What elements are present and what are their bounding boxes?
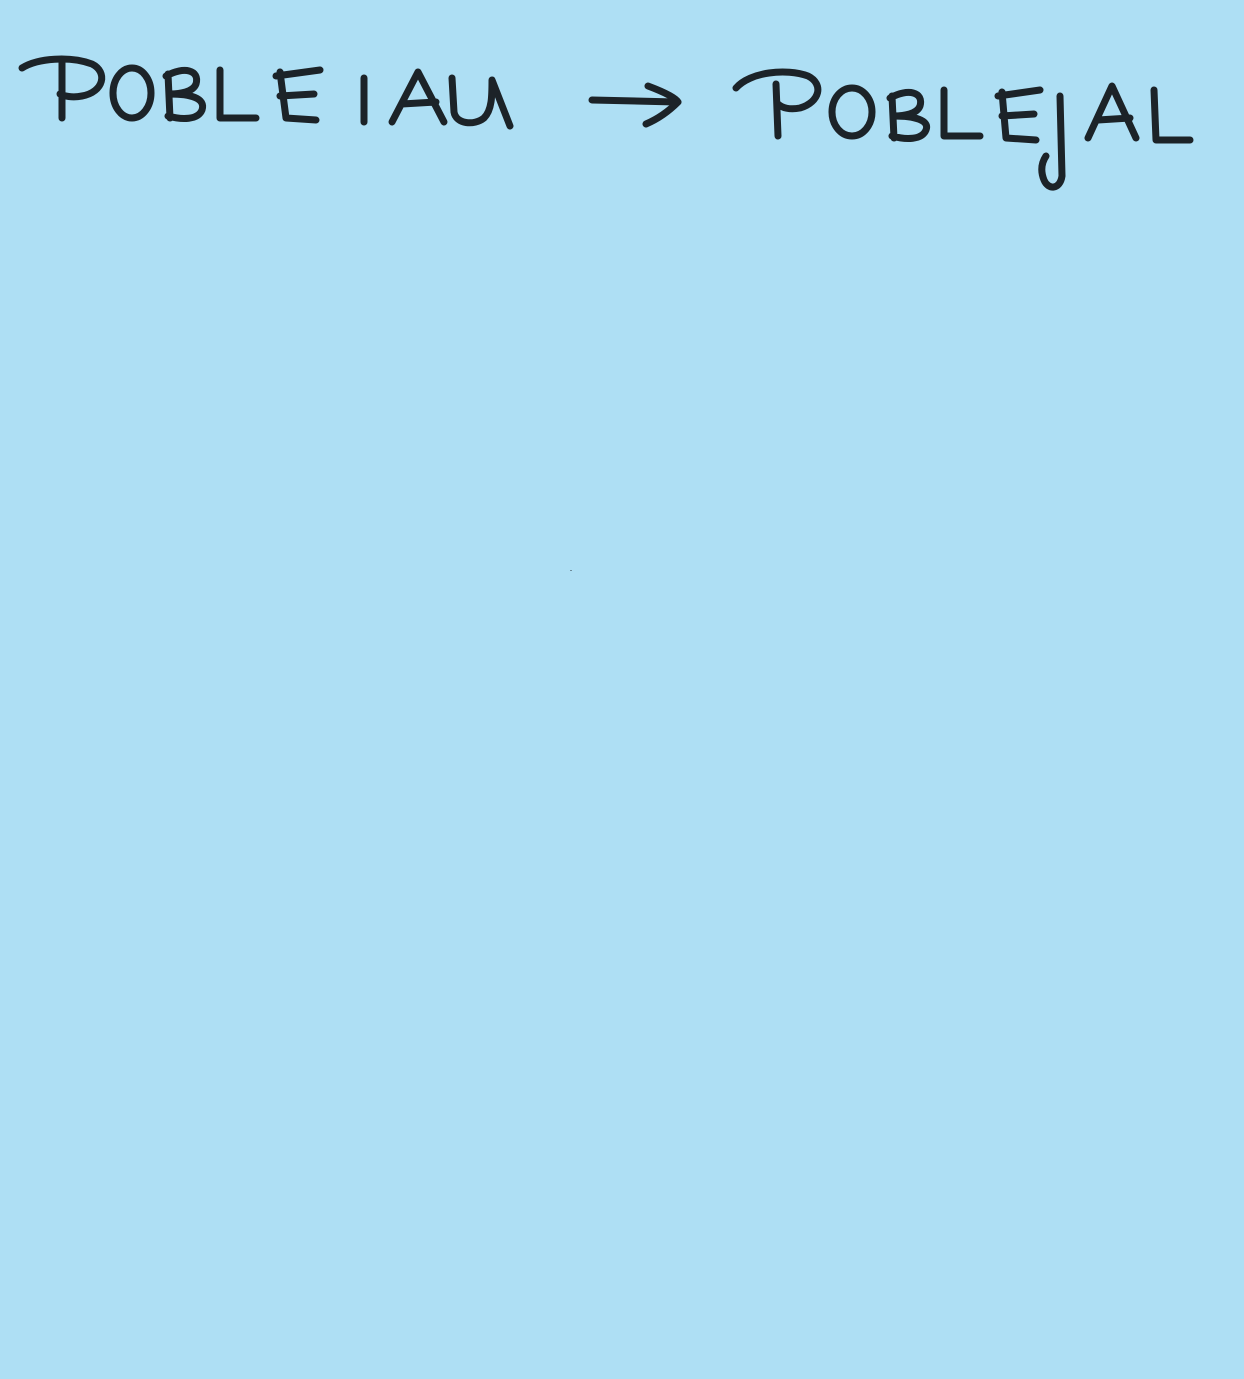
ink-strokes	[18, 55, 1194, 191]
source-word-strokes	[18, 55, 514, 130]
paper-speck	[570, 570, 572, 571]
arrow-strokes	[588, 82, 682, 128]
target-word-strokes	[732, 68, 1194, 191]
